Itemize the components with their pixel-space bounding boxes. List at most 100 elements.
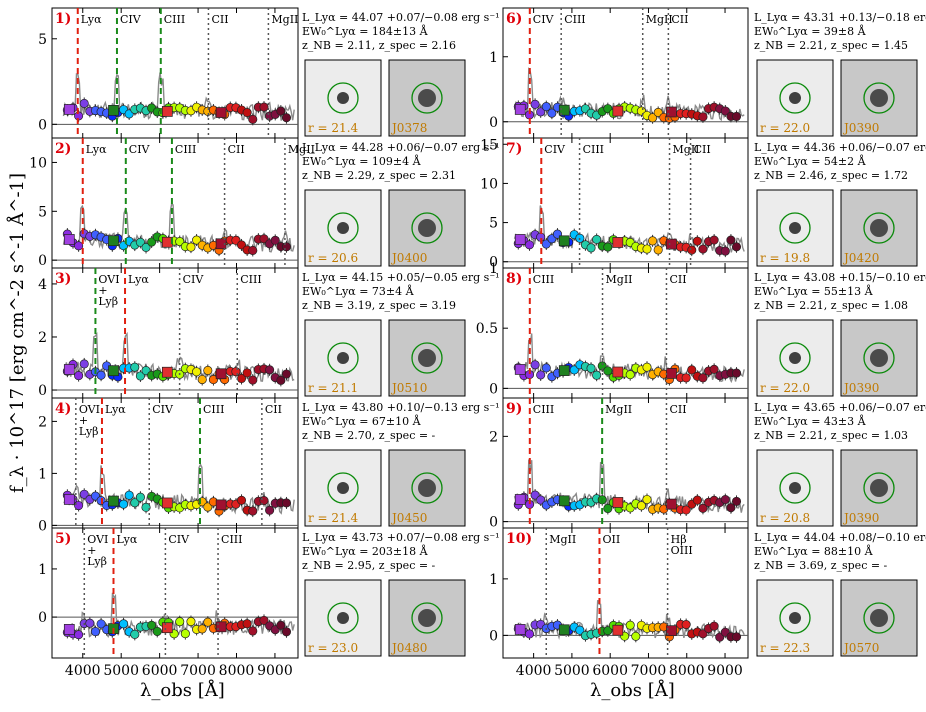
panel-number: 1) bbox=[55, 11, 71, 27]
data-point bbox=[248, 506, 258, 516]
data-point bbox=[192, 367, 202, 377]
panel-3: 0 2 4 OVI+Lyβ Lyα CIV CIII 3) L_Lyα = 44.15 +0.0… bbox=[38, 267, 500, 399]
aperture-circle bbox=[411, 212, 443, 244]
data-point bbox=[203, 365, 213, 376]
aperture-circle bbox=[411, 342, 443, 374]
data-point bbox=[231, 367, 241, 377]
data-point bbox=[281, 113, 292, 123]
x-tick-label: 8000 bbox=[669, 663, 705, 679]
data-point bbox=[79, 98, 89, 108]
source-blob bbox=[870, 609, 888, 627]
emission-line-label: Lyα bbox=[86, 143, 107, 156]
broadband-point bbox=[666, 498, 677, 510]
aperture-circle bbox=[327, 82, 359, 114]
emission-line-label: CIII bbox=[533, 273, 554, 286]
broadband-point bbox=[558, 235, 570, 247]
stamp-label: r = 22.0 bbox=[760, 121, 810, 135]
stamp-label: J0450 bbox=[390, 511, 427, 525]
stamp-label: J0480 bbox=[390, 641, 427, 655]
info-line: z_NB = 2.46, z_spec = 1.72 bbox=[754, 169, 908, 182]
y-tick-label: 0 bbox=[38, 383, 47, 399]
y-tick-label: 5 bbox=[489, 216, 498, 232]
broadband-point bbox=[161, 106, 173, 117]
y-tick-label: 0 bbox=[38, 117, 47, 133]
plot-frame bbox=[502, 527, 749, 659]
info-line: EW₀^Lyα = 88±10 Å bbox=[754, 544, 874, 558]
data-point bbox=[698, 373, 708, 383]
data-point bbox=[124, 490, 134, 500]
data-point bbox=[135, 237, 145, 247]
emission-line-label: Lyα bbox=[105, 403, 126, 416]
aperture-circle bbox=[863, 602, 895, 634]
broadband-point bbox=[108, 365, 119, 377]
broadband-point bbox=[215, 238, 227, 250]
plot-frame bbox=[51, 527, 299, 659]
stamp-label: J0390 bbox=[842, 381, 879, 395]
data-point bbox=[726, 235, 736, 245]
aperture-circle bbox=[411, 602, 443, 634]
y-tick-label: 15 bbox=[480, 137, 498, 153]
y-tick-label: 0 bbox=[489, 115, 498, 131]
data-point bbox=[74, 630, 84, 640]
y-axis-label: f_λ · 10^17 [erg cm^-2 s^-1 Å^-1] bbox=[7, 172, 28, 494]
data-point bbox=[709, 235, 719, 245]
data-point bbox=[636, 501, 646, 511]
info-line: EW₀^Lyα = 109±4 Å bbox=[302, 154, 422, 168]
data-point bbox=[592, 234, 602, 244]
emission-line-label: CIV bbox=[533, 13, 555, 26]
data-point bbox=[720, 106, 730, 116]
data-point bbox=[135, 371, 145, 381]
data-point bbox=[96, 619, 106, 629]
data-point bbox=[203, 617, 213, 627]
data-point bbox=[265, 505, 275, 515]
data-point bbox=[586, 243, 596, 253]
y-tick-label: 0 bbox=[38, 610, 47, 626]
data-point bbox=[152, 626, 162, 636]
source-blob bbox=[870, 89, 888, 107]
emission-line-label: Hβ bbox=[671, 533, 687, 546]
panel-number: 2) bbox=[55, 141, 71, 157]
broadband-point bbox=[63, 494, 75, 505]
data-point bbox=[74, 241, 84, 251]
emission-line-label: Lyα bbox=[81, 13, 102, 26]
data-point bbox=[541, 239, 551, 249]
emission-line-label: CIII bbox=[164, 13, 185, 26]
data-point bbox=[281, 627, 292, 637]
aperture-circle bbox=[411, 472, 443, 504]
info-line: L_Lyα = 43.31 +0.13/−0.18 erg s⁻¹ bbox=[754, 11, 926, 24]
stamp-label: J0400 bbox=[390, 251, 427, 265]
data-point bbox=[281, 242, 292, 252]
emission-line-label: CII bbox=[694, 143, 711, 156]
data-point bbox=[653, 107, 663, 117]
source-blob bbox=[337, 612, 349, 624]
data-point bbox=[653, 245, 663, 255]
data-point bbox=[681, 620, 691, 630]
broadband-point bbox=[666, 106, 677, 118]
data-point bbox=[692, 495, 702, 505]
info-line: z_NB = 2.70, z_spec = - bbox=[302, 429, 436, 442]
y-tick-label: 10 bbox=[29, 155, 47, 171]
r-band-stamp: r = 19.8 bbox=[756, 189, 834, 267]
emission-line-label: OVI bbox=[79, 403, 100, 416]
data-point bbox=[530, 99, 540, 109]
data-point bbox=[603, 242, 613, 252]
data-point bbox=[547, 108, 557, 118]
r-band-stamp: r = 21.4 bbox=[304, 59, 382, 137]
broadband-point bbox=[108, 235, 119, 247]
broadband-point bbox=[514, 104, 526, 115]
data-point bbox=[524, 240, 535, 250]
emission-line-label: CIII bbox=[203, 403, 224, 416]
data-point bbox=[698, 244, 708, 254]
data-point bbox=[603, 366, 613, 376]
plot-frame bbox=[51, 137, 299, 269]
aperture-circle bbox=[863, 82, 895, 114]
aperture-circle bbox=[327, 212, 359, 244]
r-band-stamp: r = 22.0 bbox=[756, 319, 834, 397]
data-point bbox=[709, 621, 719, 631]
broadband-point bbox=[215, 368, 227, 380]
data-point bbox=[698, 629, 708, 639]
y-tick-label: 1 bbox=[489, 261, 498, 277]
emission-line-label: Lyβ bbox=[79, 425, 99, 438]
data-point bbox=[141, 502, 151, 512]
data-point bbox=[79, 359, 89, 369]
